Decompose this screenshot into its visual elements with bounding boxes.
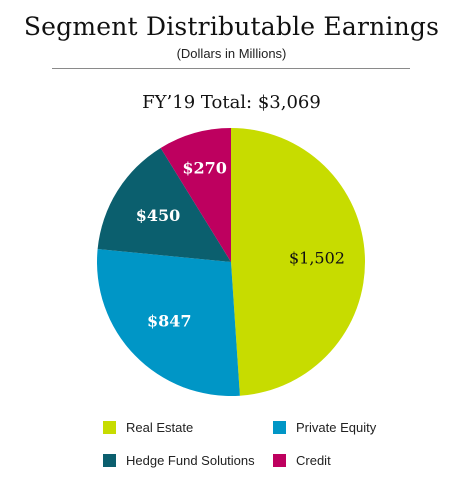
pie-label-private-equity: $847	[147, 311, 192, 330]
pie-label-hedge-fund-solutions: $450	[136, 206, 181, 225]
pie-slice-real-estate	[231, 128, 366, 396]
title-divider	[52, 68, 410, 69]
total-label: FY’19 Total: $3,069	[142, 92, 321, 113]
chart-subtitle: (Dollars in Millions)	[176, 46, 287, 61]
pie-slices	[96, 128, 366, 396]
pie-slice-private-equity	[96, 249, 240, 396]
pie-labels: $1,502 $847 $450 $270	[136, 159, 345, 331]
pie-slice-credit	[160, 128, 231, 262]
pie-slice-hedge-fund-solutions	[97, 147, 231, 262]
pie-label-credit: $270	[182, 159, 227, 178]
chart-title: Segment Distributable Earnings	[23, 12, 440, 41]
pie-label-real-estate: $1,502	[289, 249, 345, 268]
